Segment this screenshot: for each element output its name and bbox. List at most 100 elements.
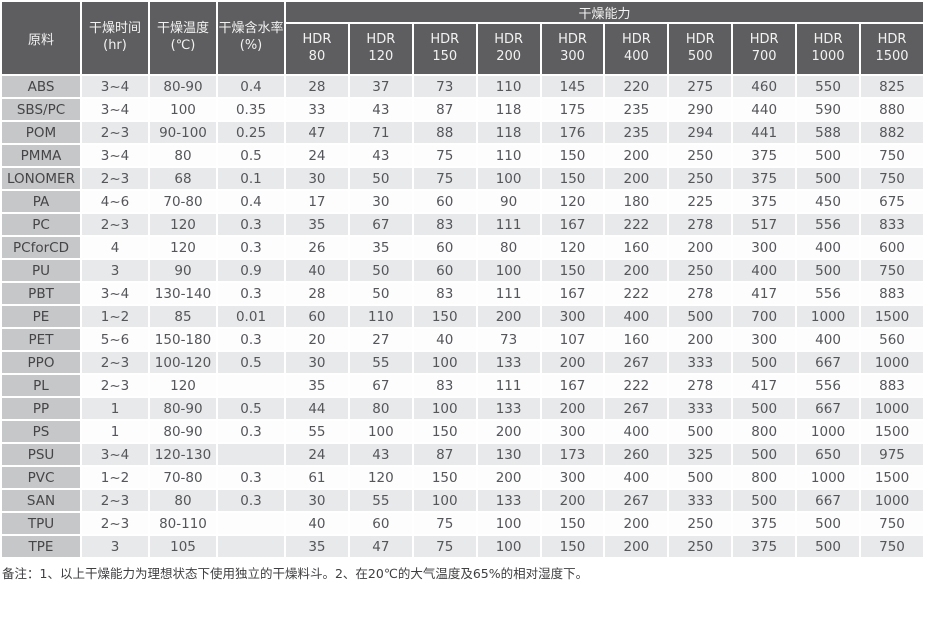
capacity-cell: 556 bbox=[795, 281, 862, 306]
material-cell: PC bbox=[0, 212, 82, 237]
capacity-cell: 400 bbox=[731, 258, 798, 283]
table-body: ABS 3~4 80-90 0.4 28 37 73 110 145 220 275 460 550 82… bbox=[0, 74, 925, 559]
table-row: PA 4~6 70-80 0.4 17 30 60 90 120 180 225 375 450 675 bbox=[0, 189, 925, 214]
table-row: PMMA 3~4 80 0.5 24 43 75 110 150 200 250 375 500 750 bbox=[0, 143, 925, 168]
capacity-cell: 500 bbox=[731, 488, 798, 513]
temp-cell: 105 bbox=[148, 534, 218, 559]
capacity-cell: 100 bbox=[411, 350, 478, 375]
capacity-cell: 200 bbox=[539, 488, 606, 513]
temp-cell: 70-80 bbox=[148, 465, 218, 490]
capacity-cell: 880 bbox=[859, 97, 925, 122]
capacity-cell: 222 bbox=[603, 373, 670, 398]
capacity-cell: 160 bbox=[603, 235, 670, 260]
capacity-cell: 35 bbox=[284, 534, 350, 559]
capacity-cell: 111 bbox=[475, 212, 542, 237]
capacity-cell: 325 bbox=[667, 442, 734, 467]
capacity-cell: 417 bbox=[731, 281, 798, 306]
capacity-cell: 417 bbox=[731, 373, 798, 398]
time-cell: 3~4 bbox=[80, 442, 150, 467]
capacity-cell: 200 bbox=[475, 419, 542, 444]
capacity-cell: 200 bbox=[603, 166, 670, 191]
hdr-models-row: HDR 80 HDR 120 HDR 150 HDR 200 HDR 300 HDR 400 HDR 50… bbox=[1, 22, 925, 76]
capacity-cell: 150 bbox=[539, 143, 606, 168]
capacity-cell: 107 bbox=[539, 327, 606, 352]
capacity-cell: 35 bbox=[347, 235, 414, 260]
capacity-cell: 30 bbox=[284, 488, 350, 513]
time-cell: 3~4 bbox=[80, 74, 150, 99]
capacity-cell: 87 bbox=[411, 442, 478, 467]
capacity-cell: 1000 bbox=[859, 396, 925, 421]
capacity-cell: 550 bbox=[795, 74, 862, 99]
capacity-cell: 167 bbox=[539, 212, 606, 237]
capacity-cell: 1000 bbox=[795, 465, 862, 490]
table-row: PU 3 90 0.9 40 50 60 100 150 200 250 400 500 750 bbox=[0, 258, 925, 283]
capacity-cell: 250 bbox=[667, 511, 734, 536]
capacity-cell: 560 bbox=[859, 327, 925, 352]
capacity-cell: 40 bbox=[411, 327, 478, 352]
capacity-cell: 500 bbox=[795, 534, 862, 559]
material-cell: POM bbox=[0, 120, 82, 145]
table-row: PET 5~6 150-180 0.3 20 27 40 73 107 160 200 300 400 5… bbox=[0, 327, 925, 352]
moisture-cell: 0.3 bbox=[216, 235, 286, 260]
capacity-cell: 110 bbox=[347, 304, 414, 329]
table-row: SAN 2~3 80 0.3 30 55 100 133 200 267 333 500 667 1000 bbox=[0, 488, 925, 513]
capacity-cell: 440 bbox=[731, 97, 798, 122]
time-cell: 1~2 bbox=[80, 304, 150, 329]
capacity-cell: 375 bbox=[731, 511, 798, 536]
capacity-cell: 294 bbox=[667, 120, 734, 145]
header-drying-time: 干燥时间 (hr) bbox=[80, 0, 150, 76]
capacity-cell: 24 bbox=[284, 143, 350, 168]
material-cell: PET bbox=[0, 327, 82, 352]
header-hdr-1500: HDR 1500 bbox=[859, 22, 925, 76]
capacity-cell: 278 bbox=[667, 373, 734, 398]
capacity-cell: 267 bbox=[603, 488, 670, 513]
capacity-cell: 375 bbox=[731, 166, 798, 191]
capacity-cell: 167 bbox=[539, 281, 606, 306]
capacity-cell: 26 bbox=[284, 235, 350, 260]
capacity-cell: 883 bbox=[859, 281, 925, 306]
capacity-cell: 60 bbox=[284, 304, 350, 329]
moisture-cell: 0.3 bbox=[216, 465, 286, 490]
capacity-cell: 100 bbox=[475, 258, 542, 283]
capacity-cell: 1000 bbox=[795, 419, 862, 444]
capacity-cell: 400 bbox=[603, 419, 670, 444]
capacity-cell: 47 bbox=[347, 534, 414, 559]
material-cell: PMMA bbox=[0, 143, 82, 168]
capacity-cell: 175 bbox=[539, 97, 606, 122]
capacity-cell: 200 bbox=[603, 511, 670, 536]
temp-cell: 80-110 bbox=[148, 511, 218, 536]
material-cell: PSU bbox=[0, 442, 82, 467]
time-cell: 3 bbox=[80, 534, 150, 559]
header-moisture: 干燥含水率 (%) bbox=[216, 0, 286, 76]
temp-cell: 90-100 bbox=[148, 120, 218, 145]
table-row: ABS 3~4 80-90 0.4 28 37 73 110 145 220 275 460 550 82… bbox=[0, 74, 925, 99]
capacity-cell: 250 bbox=[667, 143, 734, 168]
moisture-cell: 0.3 bbox=[216, 327, 286, 352]
capacity-cell: 1000 bbox=[859, 350, 925, 375]
table-row: LONOMER 2~3 68 0.1 30 50 75 100 150 200 250 375 500 7… bbox=[0, 166, 925, 191]
header-hdr-80: HDR 80 bbox=[284, 22, 350, 76]
time-cell: 5~6 bbox=[80, 327, 150, 352]
temp-cell: 120 bbox=[148, 212, 218, 237]
capacity-cell: 750 bbox=[859, 258, 925, 283]
capacity-cell: 150 bbox=[539, 534, 606, 559]
header-drying-temp-unit: (℃) bbox=[170, 38, 196, 53]
header-drying-time-label: 干燥时间 bbox=[88, 21, 141, 37]
temp-cell: 80-90 bbox=[148, 396, 218, 421]
capacity-cell: 975 bbox=[859, 442, 925, 467]
material-cell: PA bbox=[0, 189, 82, 214]
temp-cell: 100 bbox=[148, 97, 218, 122]
capacity-cell: 278 bbox=[667, 212, 734, 237]
moisture-cell: 0.9 bbox=[216, 258, 286, 283]
temp-cell: 120 bbox=[148, 235, 218, 260]
capacity-cell: 200 bbox=[475, 304, 542, 329]
capacity-cell: 67 bbox=[347, 373, 414, 398]
moisture-cell: 0.25 bbox=[216, 120, 286, 145]
temp-cell: 90 bbox=[148, 258, 218, 283]
capacity-cell: 61 bbox=[284, 465, 350, 490]
capacity-cell: 220 bbox=[603, 74, 670, 99]
capacity-cell: 1500 bbox=[859, 304, 925, 329]
capacity-cell: 35 bbox=[284, 373, 350, 398]
capacity-cell: 71 bbox=[347, 120, 414, 145]
capacity-cell: 650 bbox=[795, 442, 862, 467]
